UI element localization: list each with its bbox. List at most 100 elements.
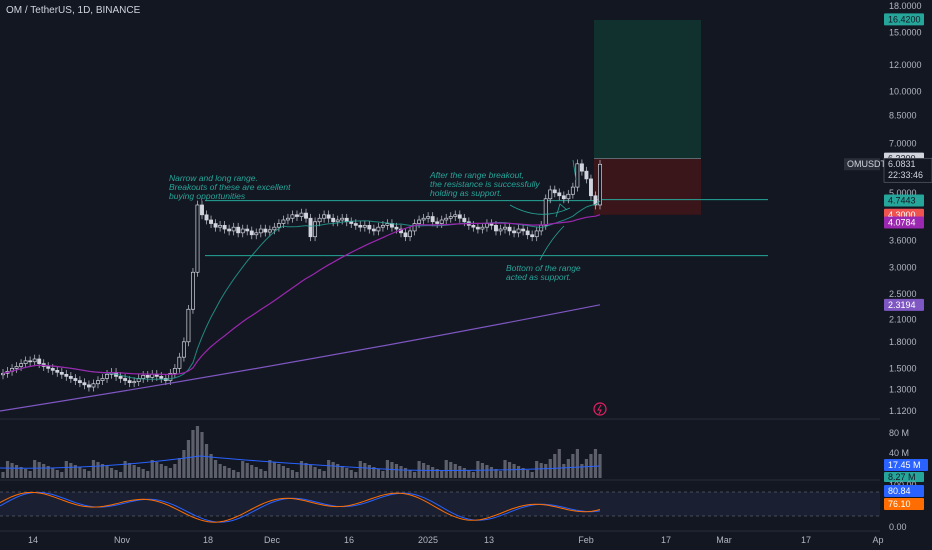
time-tick-label: 17 — [801, 535, 811, 545]
price-tick-label: 2.1000 — [889, 314, 917, 324]
candle-body — [1, 372, 5, 376]
volume-bar — [250, 465, 254, 478]
candle-body — [507, 226, 512, 232]
candle-body — [132, 381, 137, 384]
volume-bar — [227, 468, 231, 478]
candle-body — [534, 230, 539, 238]
candle-body — [37, 358, 42, 364]
volume-bar — [580, 464, 584, 478]
candle-body — [480, 226, 485, 230]
candle-body — [593, 195, 598, 206]
volume-bar — [498, 471, 503, 478]
candle-body — [462, 217, 467, 223]
candle-body — [475, 226, 480, 230]
volume-bar — [345, 468, 349, 478]
volume-badge: 17.45 M — [888, 460, 921, 470]
volume-bar — [213, 460, 218, 478]
volume-bar — [503, 460, 507, 478]
volume-bar — [299, 461, 304, 478]
price-tick-label: 5.0000 — [889, 188, 917, 198]
candle-body — [191, 271, 195, 310]
volume-bar — [96, 462, 100, 478]
candle-body — [598, 163, 602, 206]
volume-bar — [327, 460, 331, 478]
volume-ma-badge: 8.27 M — [888, 472, 916, 482]
candle-body — [376, 226, 381, 232]
candle-body — [55, 370, 60, 373]
candle-body — [64, 373, 69, 377]
volume-bar — [403, 468, 408, 478]
annotation-range-line: buying opportunities — [169, 191, 246, 201]
volume-bar — [286, 468, 290, 478]
time-tick-label: Nov — [114, 535, 131, 545]
stop-zone — [594, 158, 701, 215]
volume-bar — [313, 467, 317, 478]
volume-bar — [358, 461, 362, 478]
volume-bar — [272, 462, 276, 478]
volume-bar — [159, 464, 163, 478]
volume-bar — [417, 461, 421, 478]
target-arrow — [572, 159, 577, 181]
annotation-breakout-line: the resistance is successfully — [430, 179, 540, 189]
volume-bar — [363, 463, 367, 478]
volume-bar — [526, 470, 530, 478]
time-tick-label: 18 — [203, 535, 213, 545]
candle-body — [385, 223, 390, 226]
breakout-arrow — [509, 204, 571, 215]
volume-bar — [476, 461, 480, 478]
candle-body — [213, 223, 218, 228]
volume-bar — [376, 469, 380, 478]
candle-body — [349, 221, 354, 224]
volume-bar — [182, 450, 186, 478]
candle-body — [304, 212, 308, 219]
volume-bar — [331, 462, 335, 478]
volume-bar — [223, 466, 227, 478]
volume-bar — [254, 467, 258, 478]
ma-slow-line — [0, 304, 601, 412]
candle-body — [50, 368, 55, 371]
volume-bar — [186, 440, 191, 478]
volume-bar — [100, 464, 105, 478]
annotation-breakout-line: holding as support. — [430, 188, 502, 198]
ma-mid-badge-bg — [884, 216, 924, 229]
chart-title: OM / TetherUS, 1D, BINANCE — [6, 5, 141, 16]
time-tick-label: Ap — [872, 535, 883, 545]
annotation-range-line: Narrow and long range. — [169, 173, 258, 183]
candle-body — [204, 214, 209, 221]
volume-bar — [46, 466, 50, 478]
volume-bar — [485, 465, 489, 478]
volume-bar — [367, 465, 371, 478]
volume-bar — [42, 464, 46, 478]
volume-bar — [553, 454, 557, 478]
volume-bar — [73, 465, 77, 478]
candle-body — [543, 198, 548, 226]
candle-body — [525, 230, 530, 236]
candle-body — [566, 193, 571, 200]
candle-body — [353, 223, 358, 226]
candle-body — [317, 217, 322, 223]
candle-body — [548, 189, 553, 200]
alert-icon[interactable] — [593, 402, 607, 416]
volume-bar — [109, 468, 114, 478]
candle-body — [448, 216, 453, 219]
candle-body — [276, 223, 281, 228]
candle-body — [245, 228, 250, 232]
price-tick-label: 10.0000 — [889, 87, 922, 97]
candle-body — [118, 376, 123, 379]
candle-body — [308, 217, 313, 238]
candle-body — [258, 228, 263, 234]
candle-body — [23, 360, 28, 364]
candle-body — [570, 186, 575, 195]
symbol-badge-bg — [844, 158, 880, 171]
volume-bar — [14, 465, 19, 478]
annotation-support-line: acted as support. — [506, 272, 571, 282]
ma-slow-badge-bg — [884, 298, 924, 311]
candle-body — [412, 223, 417, 232]
volume-bar — [340, 466, 344, 478]
osc-band — [0, 492, 880, 516]
volume-bar — [290, 470, 295, 478]
candle-body — [503, 226, 507, 230]
candle-body — [403, 232, 408, 238]
volume-bar — [132, 465, 136, 478]
